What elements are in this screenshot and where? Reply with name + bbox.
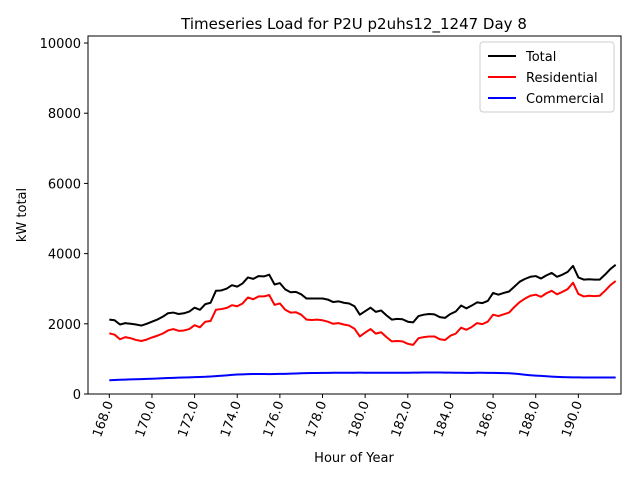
legend-label-total: Total (525, 50, 556, 65)
y-axis: 0 2000 4000 6000 8000 10000 (40, 37, 88, 403)
series-line-residential (109, 280, 617, 346)
chart-title: Timeseries Load for P2U p2uhs12_1247 Day… (180, 15, 527, 34)
series-layer (109, 264, 617, 382)
legend-label-commercial: Commercial (526, 92, 604, 107)
y-tick-label: 0 (73, 388, 81, 403)
x-axis-label: Hour of Year (314, 451, 394, 466)
series-line-total (109, 264, 617, 327)
y-tick-label: 10000 (40, 37, 81, 52)
y-tick-label: 2000 (48, 318, 81, 333)
legend-label-residential: Residential (526, 71, 598, 86)
y-tick-label: 6000 (48, 177, 81, 192)
y-tick-label: 4000 (48, 248, 81, 263)
plot-frame (87, 35, 622, 395)
y-tick-label: 8000 (48, 107, 81, 122)
legend: Total Residential Commercial (479, 41, 615, 113)
legend-box (479, 41, 615, 113)
series-line-commercial (109, 371, 616, 382)
y-axis-label: kW total (15, 188, 30, 242)
